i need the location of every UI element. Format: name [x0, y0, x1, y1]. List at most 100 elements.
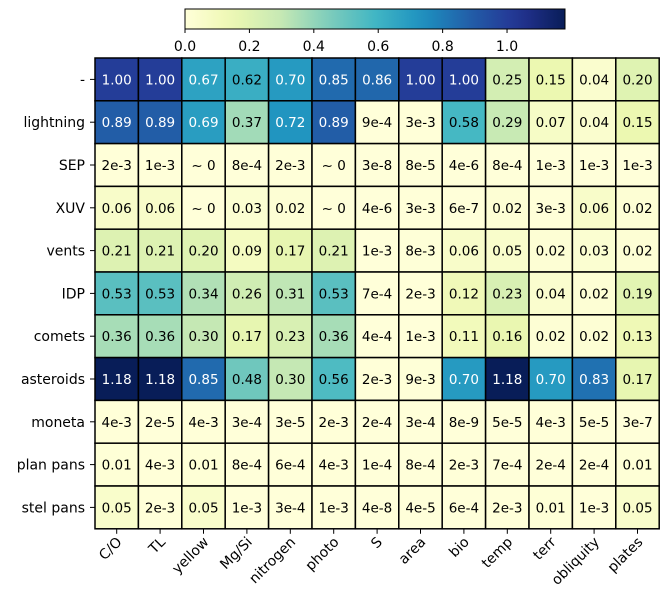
cell-value-label: 0.01	[622, 458, 652, 474]
heatmap-cell	[571, 57, 617, 102]
cell-value-label: 3e-7	[622, 415, 652, 431]
colorbar-tick-label: 1.0	[496, 39, 518, 55]
cell-value-label: 0.30	[188, 329, 218, 345]
cell-value-label: 0.58	[449, 115, 479, 131]
cell-value-label: 3e-4	[232, 415, 262, 431]
heatmap-cell	[311, 314, 357, 359]
cell-value-label: 0.05	[102, 500, 132, 516]
cell-value-label: 0.03	[579, 244, 609, 260]
column-label: terr	[530, 534, 559, 563]
heatmap-cell	[311, 356, 357, 402]
heatmap-cell	[311, 228, 357, 273]
cell-value-label: 0.02	[536, 244, 566, 260]
column-label: Mg/Si	[217, 534, 256, 573]
cell-value-label: 3e-3	[405, 201, 435, 217]
cell-value-label: 1e-3	[579, 500, 609, 516]
cell-value-label: ~ 0	[322, 201, 346, 217]
heatmap-cell	[311, 442, 357, 487]
cell-value-label: 2e-5	[145, 415, 175, 431]
heatmap-cell	[441, 485, 487, 530]
heatmap-cell	[137, 228, 183, 273]
cell-value-label: 8e-4	[232, 458, 262, 474]
heatmap-cell	[137, 399, 183, 444]
cell-value-label: 0.06	[579, 201, 609, 217]
cell-value-label: 8e-4	[492, 158, 522, 174]
heatmap-cell	[224, 100, 270, 145]
column-label: C/O	[96, 534, 125, 563]
heatmap-cell	[484, 100, 530, 145]
heatmap-cell	[94, 314, 140, 359]
heatmap-cell	[398, 185, 443, 230]
column-label: TL	[145, 534, 169, 558]
cell-value-label: ~ 0	[322, 158, 346, 174]
cell-value-label: 7e-4	[492, 458, 522, 474]
cell-value-label: 0.53	[145, 286, 175, 302]
cell-value-label: 4e-6	[362, 201, 392, 217]
cell-value-label: 0.85	[319, 72, 349, 88]
cell-value-label: 0.16	[492, 329, 522, 345]
cell-value-label: 5e-5	[492, 415, 522, 431]
cell-value-label: 4e-3	[536, 415, 566, 431]
cell-value-label: 1.00	[145, 72, 175, 88]
cell-value-label: 1e-4	[362, 458, 392, 474]
cell-value-label: 6e-4	[449, 500, 479, 516]
cell-value-label: 0.01	[536, 500, 566, 516]
cell-value-label: 3e-4	[275, 500, 305, 516]
cell-value-label: 3e-3	[536, 201, 566, 217]
cell-value-label: 1e-3	[405, 329, 435, 345]
colorbar-tick-label: 0.4	[303, 39, 325, 55]
cell-value-label: 8e-3	[405, 244, 435, 260]
row-label: vents	[46, 244, 85, 260]
row-labels: - lightning SEP XUV vents IDP comets asteroids m…	[17, 72, 95, 516]
cell-value-label: 1e-3	[319, 500, 349, 516]
row-label: stel pans	[22, 500, 85, 516]
heatmap-cell	[615, 485, 660, 530]
heatmap-cell	[484, 57, 530, 102]
colorbar-tick-label: 0.0	[174, 39, 196, 55]
heatmap-cell	[571, 142, 617, 188]
cell-value-label: 0.01	[102, 458, 132, 474]
cell-value-label: 0.06	[102, 201, 132, 217]
heatmap-cell	[571, 442, 617, 487]
column-label: yellow	[169, 534, 212, 577]
row-label: moneta	[31, 415, 85, 431]
cell-value-label: 4e-3	[188, 415, 218, 431]
heatmap-cell	[224, 185, 270, 230]
cell-value-label: 0.20	[622, 72, 652, 88]
heatmap-cell	[137, 142, 183, 188]
cell-value-label: 0.01	[188, 458, 218, 474]
cell-value-label: 2e-3	[145, 500, 175, 516]
cell-value-label: 0.05	[188, 500, 218, 516]
cell-value-label: 0.17	[622, 372, 652, 388]
cell-value-label: 9e-4	[362, 115, 392, 131]
cell-value-label: 4e-3	[102, 415, 132, 431]
cell-value-label: 0.02	[579, 286, 609, 302]
heatmap-cell	[94, 228, 140, 273]
heatmap-cell	[311, 185, 357, 230]
cell-value-label: 0.02	[622, 244, 652, 260]
cell-value-label: 0.89	[319, 115, 349, 131]
colorbar-gradient	[184, 8, 566, 30]
row-label: IDP	[62, 286, 85, 302]
heatmap-cell	[528, 185, 574, 230]
cell-value-label: 0.04	[579, 72, 609, 88]
heatmap-cell	[615, 399, 660, 444]
cell-value-label: 0.29	[492, 115, 522, 131]
cell-value-label: 0.26	[232, 286, 262, 302]
cell-value-label: 6e-7	[449, 201, 479, 217]
cell-value-label: 0.85	[188, 372, 218, 388]
cell-value-label: 0.04	[536, 286, 566, 302]
heatmap-cell	[354, 57, 400, 102]
cell-value-label: 0.06	[449, 244, 479, 260]
heatmap-cell	[528, 399, 574, 444]
cell-value-label: 0.15	[536, 72, 566, 88]
cell-value-label: 1.18	[145, 372, 175, 388]
cell-value-label: 0.30	[275, 372, 305, 388]
heatmap-cell	[181, 356, 226, 402]
cell-value-label: 0.02	[536, 329, 566, 345]
cell-value-label: 0.09	[232, 244, 262, 260]
heatmap-cell	[94, 271, 140, 316]
cell-value-label: 0.21	[102, 244, 132, 260]
cell-value-label: 1.00	[102, 72, 132, 88]
cell-value-label: 2e-3	[319, 415, 349, 431]
